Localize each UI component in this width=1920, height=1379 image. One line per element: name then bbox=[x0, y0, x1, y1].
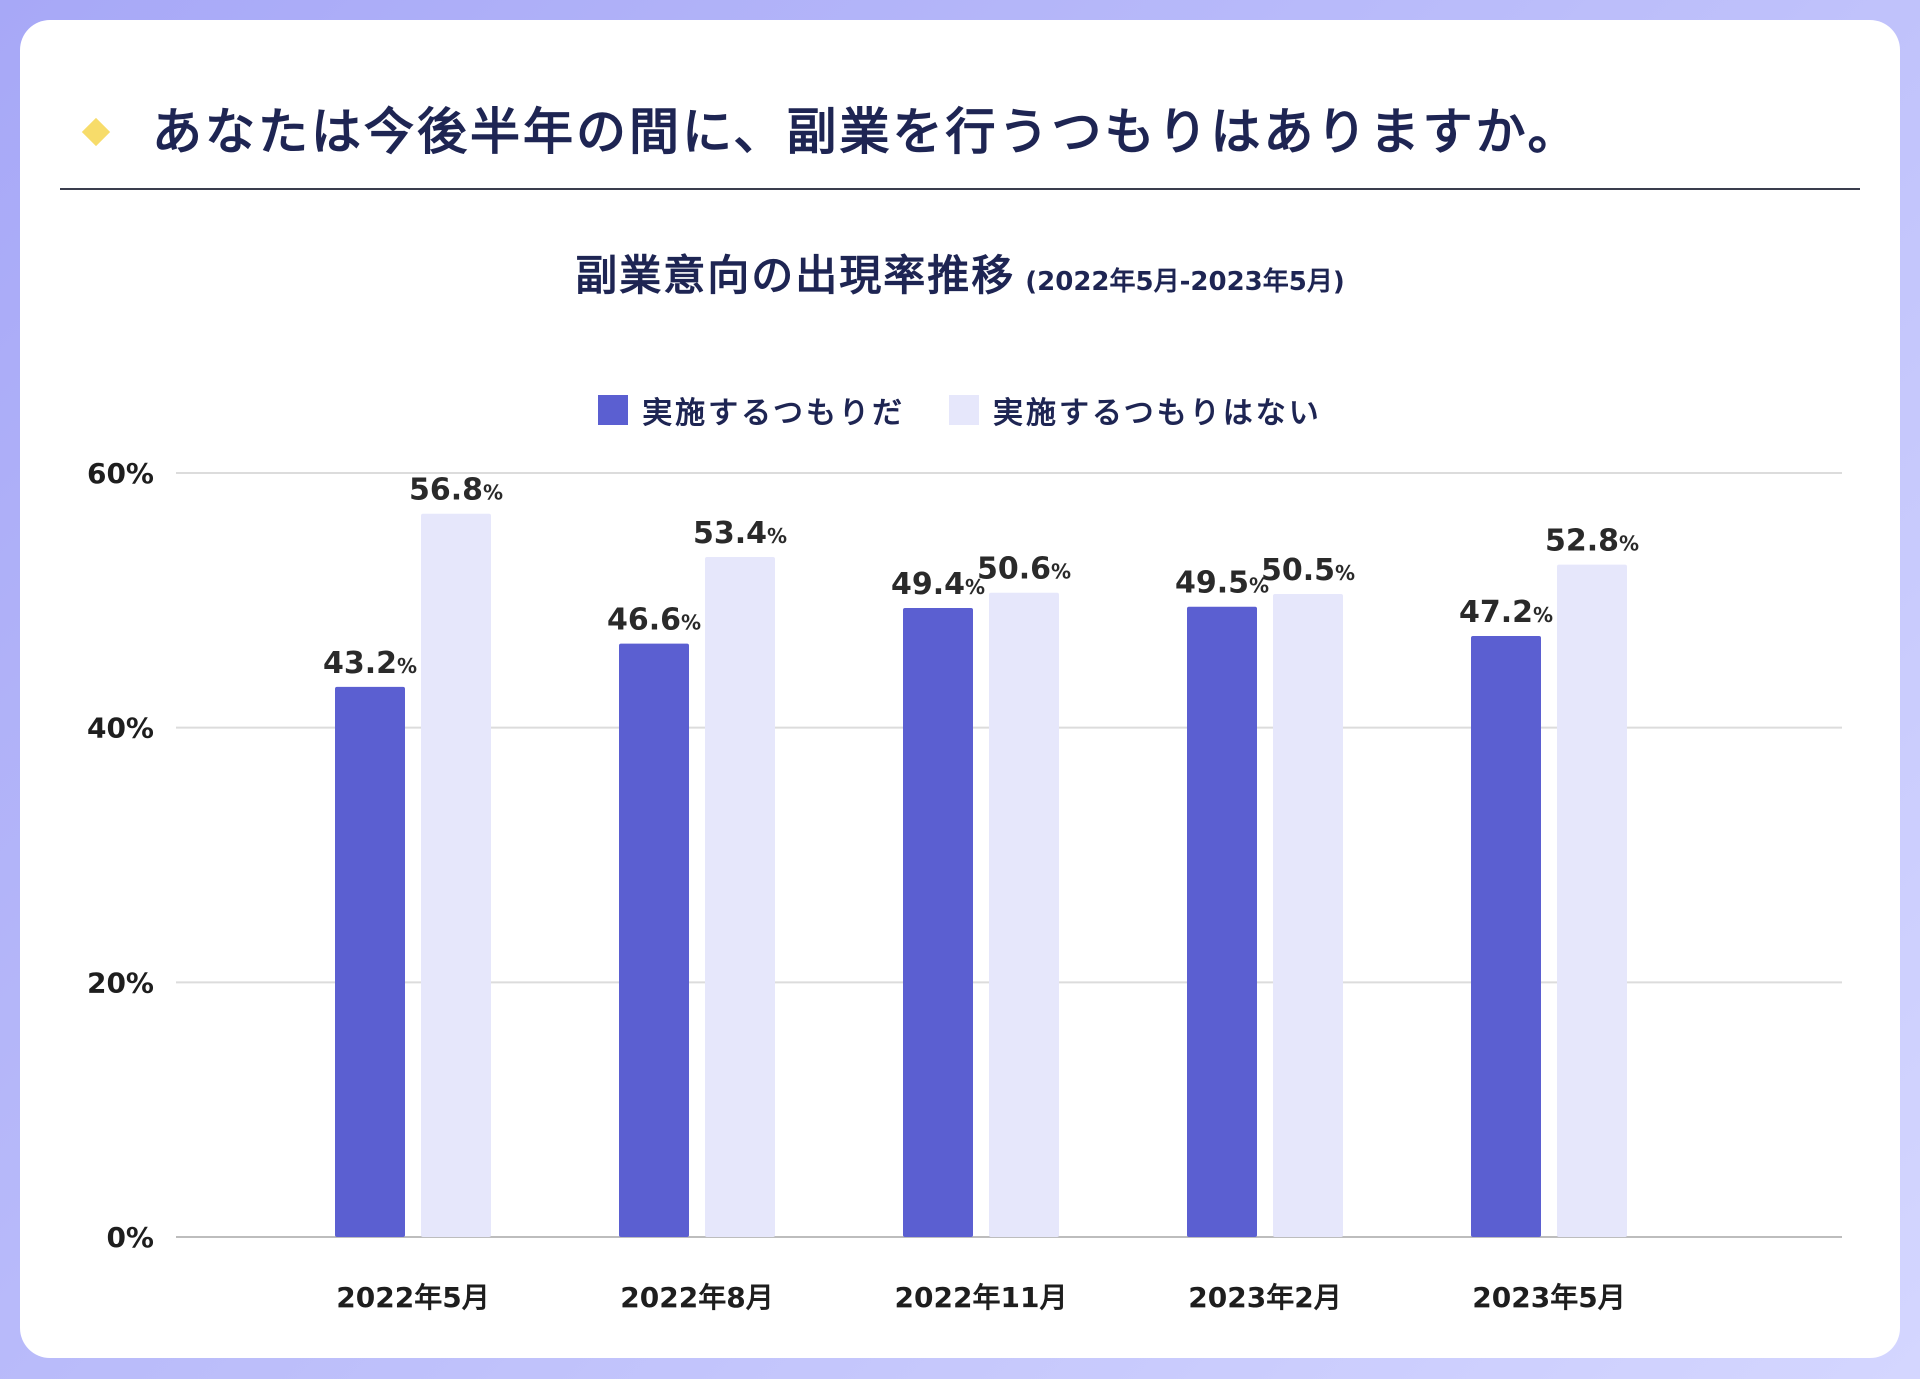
bar-no bbox=[1557, 564, 1627, 1237]
bar-no bbox=[421, 513, 491, 1237]
x-category-label: 2022年8月 bbox=[620, 1281, 773, 1314]
data-label: 52.8% bbox=[1545, 524, 1639, 559]
y-tick-label: 20% bbox=[87, 966, 154, 999]
bar-no bbox=[705, 557, 775, 1237]
y-tick-label: 40% bbox=[87, 712, 154, 745]
page-header: あなたは今後半年の間に、副業を行うつもりはありますか。 bbox=[60, 80, 1860, 190]
bar-yes bbox=[1187, 606, 1257, 1237]
data-label: 56.8% bbox=[409, 473, 503, 508]
page-title: あなたは今後半年の間に、副業を行うつもりはありますか。 bbox=[152, 103, 1581, 161]
bar-chart: 0% 20% 40% 60% 43.2% 56.8% 2022年5月 46.6% 53.4% 20… bbox=[87, 457, 1842, 1314]
data-label: 49.5% bbox=[1175, 566, 1269, 601]
legend-label-no: 実施するつもりはない bbox=[993, 396, 1322, 431]
bar-yes bbox=[335, 686, 405, 1237]
data-label: 49.4% bbox=[891, 567, 985, 602]
y-tick-label: 0% bbox=[106, 1221, 154, 1254]
x-category-label: 2023年5月 bbox=[1472, 1281, 1625, 1314]
legend-swatch-yes bbox=[598, 395, 629, 425]
chart-subtitle: (2022年5月-2023年5月) bbox=[1025, 267, 1345, 297]
legend-swatch-no bbox=[949, 395, 979, 425]
data-label: 53.4% bbox=[693, 516, 787, 551]
chart-legend: 実施するつもりだ 実施するつもりはない bbox=[20, 388, 1900, 432]
data-label: 46.6% bbox=[607, 603, 701, 638]
legend-item-yes: 実施するつもりだ bbox=[598, 388, 905, 432]
data-label: 50.6% bbox=[977, 552, 1071, 587]
data-label: 47.2% bbox=[1459, 595, 1553, 630]
data-label: 43.2% bbox=[323, 646, 417, 681]
chart-title: 副業意向の出現率推移 (2022年5月-2023年5月) bbox=[20, 242, 1900, 303]
bar-yes bbox=[619, 643, 689, 1237]
bar-no bbox=[1273, 593, 1343, 1237]
bar-no bbox=[989, 592, 1059, 1237]
legend-label-yes: 実施するつもりだ bbox=[642, 396, 905, 431]
chart-card: あなたは今後半年の間に、副業を行うつもりはありますか。 副業意向の出現率推移 (2… bbox=[20, 20, 1900, 1358]
bar-yes bbox=[903, 607, 973, 1237]
legend-item-no: 実施するつもりはない bbox=[949, 388, 1322, 432]
x-category-label: 2023年2月 bbox=[1188, 1281, 1341, 1314]
y-tick-label: 60% bbox=[87, 457, 154, 490]
x-category-label: 2022年5月 bbox=[336, 1281, 489, 1314]
chart-title-main: 副業意向の出現率推移 bbox=[575, 251, 1016, 300]
data-label: 50.5% bbox=[1261, 553, 1355, 588]
bar-yes bbox=[1471, 635, 1541, 1237]
x-category-label: 2022年11月 bbox=[895, 1281, 1068, 1314]
